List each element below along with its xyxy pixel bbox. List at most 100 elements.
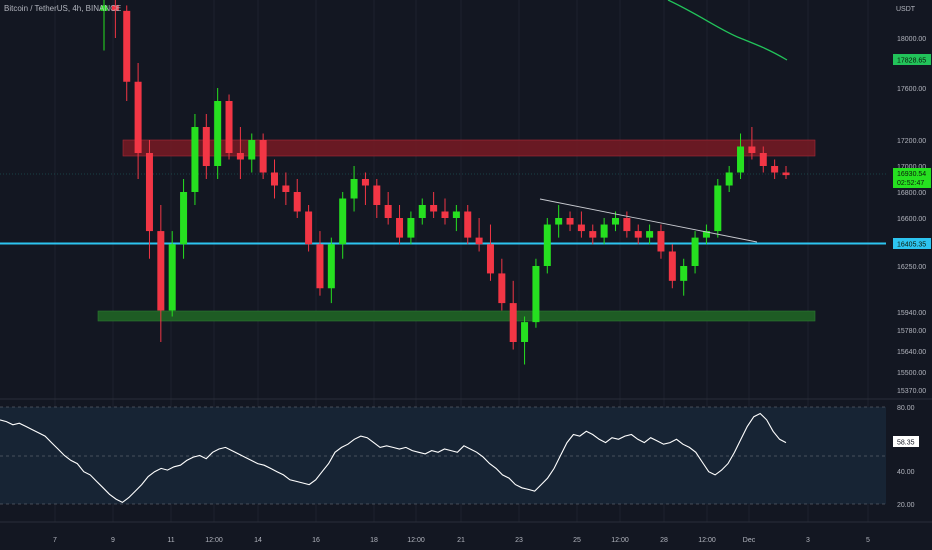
- time-tick-label: 16: [312, 537, 320, 544]
- candle-body: [623, 218, 631, 232]
- ma-price-text: 17828.65: [897, 58, 926, 65]
- support-zone: [97, 310, 816, 322]
- candle-body: [441, 211, 449, 218]
- candle-body: [145, 153, 153, 232]
- price-tick-label: 15780.00: [897, 328, 926, 335]
- candle-body: [702, 231, 710, 238]
- candle-body: [657, 231, 665, 252]
- time-tick-label: 14: [254, 537, 262, 544]
- time-tick-label: 25: [573, 537, 581, 544]
- candle-body: [350, 179, 358, 199]
- rsi-band: [0, 407, 886, 504]
- candle-body: [407, 218, 415, 238]
- last-price-tag: 16930.54 02:52:47: [893, 168, 931, 188]
- candle-body: [384, 205, 392, 218]
- candle-body: [361, 179, 369, 186]
- time-tick-label: 9: [111, 537, 115, 544]
- candle-body: [634, 231, 642, 238]
- rsi-value-text: 58.35: [897, 440, 915, 447]
- candle-body: [612, 218, 619, 225]
- rsi-value-tag: 58.35: [893, 436, 919, 447]
- candle-body: [168, 244, 176, 311]
- time-tick-label: Dec: [743, 537, 756, 544]
- price-tick-label: 15940.00: [897, 310, 926, 317]
- candle-body: [236, 153, 244, 160]
- candle-body: [123, 10, 131, 82]
- candle-body: [555, 218, 563, 225]
- candle-body: [248, 140, 256, 160]
- price-tick-label: 16600.00: [897, 216, 926, 223]
- time-tick-label: 12:00: [407, 537, 425, 544]
- candle-body: [566, 218, 574, 225]
- candle-body: [589, 231, 597, 238]
- time-axis-ticks: 7 9 11 12:00 14 16 18 12:00 21 23 25 12:00 28 12:00 De…: [53, 537, 870, 544]
- time-tick-label: 11: [167, 537, 174, 544]
- candle-body: [418, 205, 426, 218]
- candle-body: [714, 185, 722, 232]
- price-tick-label: 18000.00: [897, 36, 926, 43]
- candle-body: [339, 198, 347, 245]
- candle-body: [532, 266, 540, 323]
- candle-body: [668, 251, 676, 281]
- time-tick-label: 7: [53, 537, 57, 544]
- candle-body: [759, 153, 767, 166]
- candle-body: [214, 101, 222, 166]
- candle-body: [225, 101, 233, 153]
- rsi-tick-20: 20.00: [897, 502, 915, 509]
- candle-body: [509, 303, 517, 342]
- candle-body: [782, 172, 790, 176]
- candle-body: [771, 166, 779, 173]
- candle-body: [100, 5, 108, 11]
- candle-body: [430, 205, 438, 212]
- price-tick-label: 15370.00: [897, 388, 926, 395]
- resistance-zone: [122, 139, 816, 157]
- price-tick-label: 17600.00: [897, 86, 926, 93]
- candle-body: [202, 127, 210, 166]
- symbol-title: Bitcoin / TetherUS, 4h, BINANCE: [4, 4, 122, 13]
- candle-body: [475, 237, 483, 245]
- candle-body: [737, 146, 745, 173]
- level-price-text: 16405.35: [897, 242, 926, 249]
- moving-average-line: [667, 0, 788, 61]
- candle-body: [282, 185, 290, 192]
- countdown-text: 02:52:47: [897, 180, 924, 187]
- time-tick-label: 12:00: [205, 537, 223, 544]
- candle-body: [680, 266, 688, 281]
- price-axis-bg: [886, 0, 932, 400]
- price-tick-label: 17000.00: [897, 164, 926, 171]
- time-tick-label: 3: [806, 537, 810, 544]
- candle-body: [180, 192, 188, 245]
- time-tick-label: 12:00: [698, 537, 716, 544]
- candle-body: [725, 172, 733, 186]
- candle-body: [111, 5, 119, 11]
- price-tick-label: 15640.00: [897, 349, 926, 356]
- time-tick-label: 21: [457, 537, 465, 544]
- last-price-text: 16930.54: [897, 171, 926, 178]
- candle-body: [543, 224, 551, 266]
- level-price-tag: 16405.35: [893, 238, 931, 249]
- trendline: [539, 198, 758, 243]
- ma-price-tag: 17828.65: [893, 54, 931, 65]
- candle-body: [259, 140, 267, 173]
- candle-body: [327, 244, 335, 289]
- candle-body: [486, 244, 494, 274]
- candle-body: [134, 81, 142, 153]
- candle-body: [191, 127, 199, 192]
- time-tick-label: 23: [515, 537, 523, 544]
- candle-body: [577, 224, 585, 232]
- rsi-tick-40: 40.00: [897, 469, 915, 476]
- time-tick-label: 18: [370, 537, 378, 544]
- candle-body: [691, 237, 699, 266]
- candle-body: [521, 322, 529, 342]
- candle-body: [396, 218, 404, 238]
- candle-body: [452, 211, 460, 218]
- candle-body: [498, 273, 506, 304]
- price-axis-currency: USDT: [896, 6, 916, 13]
- price-axis-ticks: 18000.00 17600.00 17200.00 17000.00 16800.00…: [897, 36, 926, 395]
- candle-body: [157, 231, 165, 311]
- time-tick-label: 28: [660, 537, 668, 544]
- candlesticks: [100, 0, 790, 365]
- price-tick-label: 16800.00: [897, 190, 926, 197]
- price-tick-label: 15500.00: [897, 370, 926, 377]
